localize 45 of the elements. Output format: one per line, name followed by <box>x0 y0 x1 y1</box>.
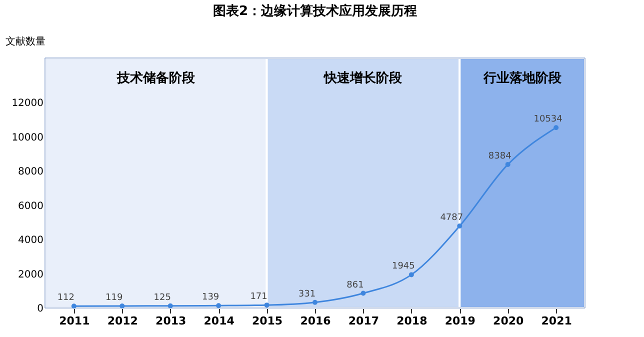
point <box>168 303 173 308</box>
band-label: 快速增长阶段 <box>323 71 404 86</box>
x-tick-label: 2020 <box>493 314 524 328</box>
y-tick-label: 12000 <box>12 98 44 110</box>
point <box>120 303 125 308</box>
data-label: 1945 <box>392 262 415 272</box>
x-tick-label: 2013 <box>156 314 186 328</box>
x-tick-label: 2017 <box>348 314 380 328</box>
data-label: 112 <box>57 293 75 304</box>
band-label: 技术储备阶段 <box>116 71 196 86</box>
y-tick-label: 8000 <box>18 166 44 178</box>
band-label: 行业落地阶段 <box>482 71 562 86</box>
x-tick-label: 2015 <box>252 314 283 328</box>
data-label: 139 <box>202 292 220 303</box>
x-tick-label: 2019 <box>444 314 476 328</box>
y-tick-label: 4000 <box>18 235 44 246</box>
x-tick-label: 2012 <box>107 314 138 328</box>
data-label: 125 <box>154 292 171 303</box>
point <box>457 224 462 229</box>
data-label: 119 <box>106 292 123 303</box>
x-tick-label: 2021 <box>541 314 572 328</box>
chart-title: 图表2：边缘计算技术应用发展历程 <box>212 3 418 19</box>
y-tick-label: 6000 <box>18 200 44 212</box>
data-label: 10534 <box>534 114 563 125</box>
point <box>216 303 222 308</box>
y-tick-label: 2000 <box>18 269 44 280</box>
data-label: 8384 <box>488 151 512 162</box>
point <box>312 300 318 305</box>
point <box>360 290 366 296</box>
data-label: 171 <box>250 292 268 302</box>
y-tick-label: 0 <box>37 304 44 314</box>
data-label: 861 <box>346 280 364 290</box>
x-tick-label: 2018 <box>396 314 428 328</box>
point <box>554 125 559 130</box>
x-tick-label: 2016 <box>300 314 332 328</box>
point <box>264 302 270 308</box>
point <box>505 162 510 167</box>
data-label: 331 <box>298 289 316 300</box>
x-tick-label: 2011 <box>59 314 90 328</box>
y-tick-label: 10000 <box>12 132 44 144</box>
x-tick-label: 2014 <box>204 314 235 328</box>
point <box>408 272 414 278</box>
y-axis-title: 文献数量 <box>6 36 46 48</box>
data-label: 4787 <box>440 213 464 224</box>
point <box>71 304 76 309</box>
